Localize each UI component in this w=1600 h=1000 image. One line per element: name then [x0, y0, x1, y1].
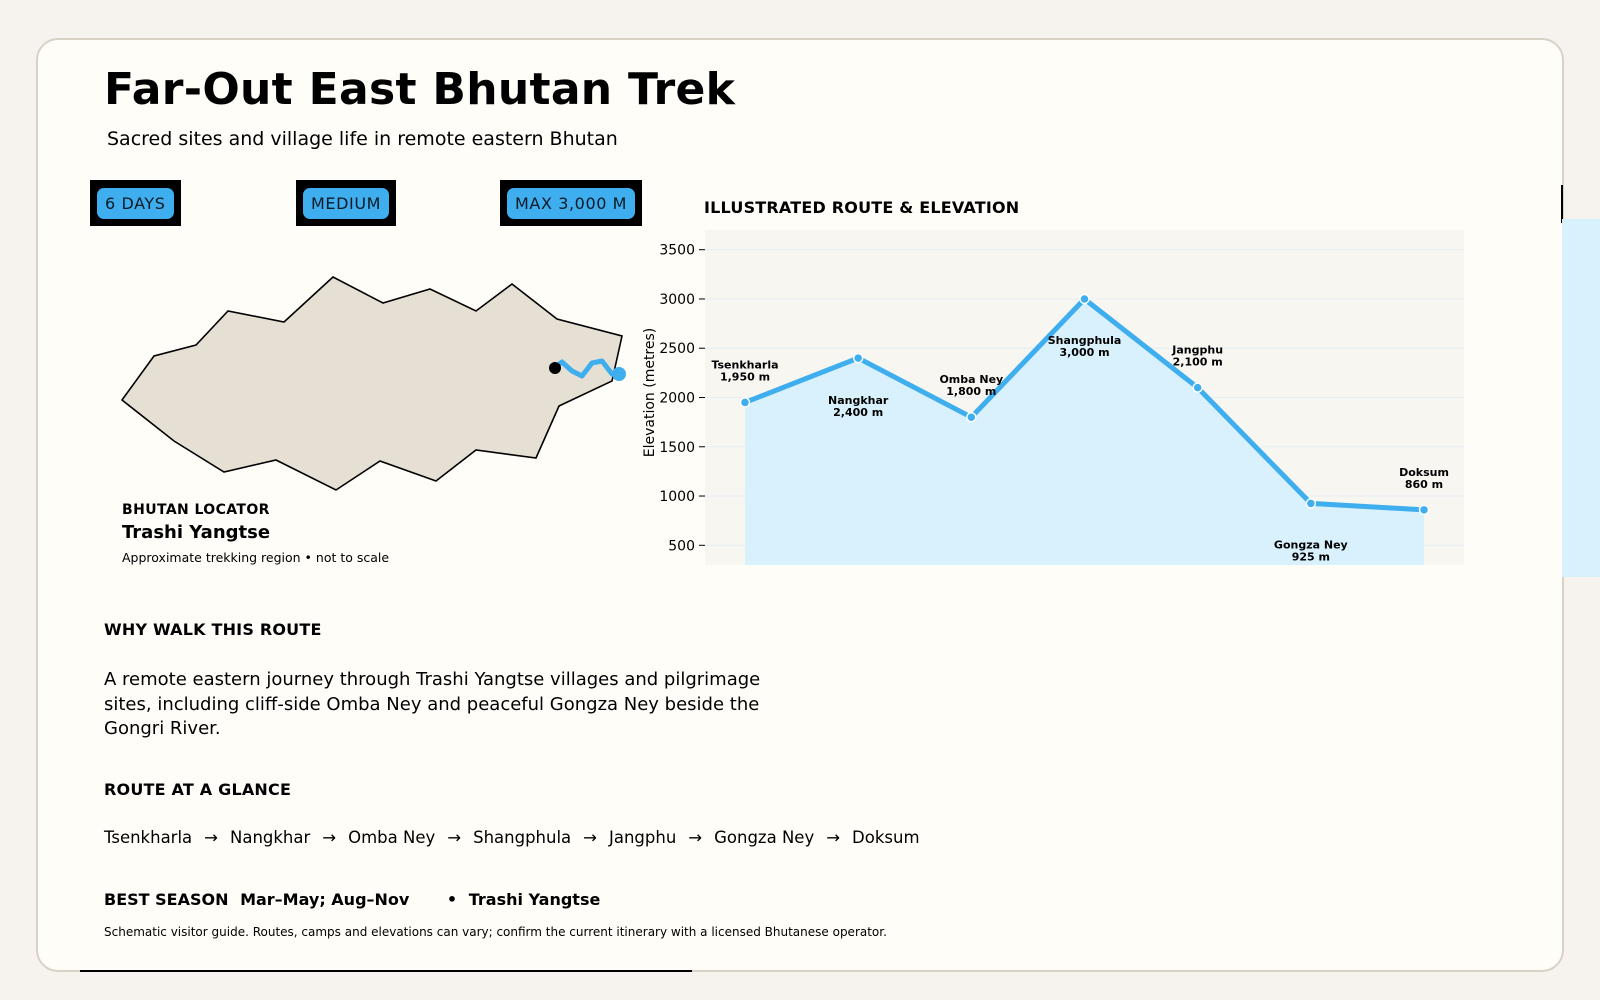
- data-point: [966, 411, 977, 423]
- stop-elevation-label: 1,800 m: [946, 385, 996, 398]
- side-tick: [1561, 185, 1563, 223]
- stop-elevation-label: 925 m: [1292, 550, 1330, 563]
- route-stop: Tsenkharla: [104, 828, 193, 847]
- why-heading: WHY WALK THIS ROUTE: [104, 620, 322, 639]
- route-stop: Nangkhar: [229, 828, 311, 847]
- stop-elevation-label: 1,950 m: [720, 370, 770, 383]
- route-stop: Omba Ney: [348, 828, 436, 847]
- route-trace: [551, 358, 615, 379]
- stop-elevation-label: 2,400 m: [833, 406, 883, 419]
- stop-name-label: Nangkhar: [828, 394, 889, 407]
- route-stop: Doksum: [852, 828, 920, 847]
- max-altitude-badge: MAX 3,000 M: [507, 187, 636, 219]
- chart-heading: ILLUSTRATED ROUTE & ELEVATION: [704, 198, 1020, 217]
- stop-name-label: Omba Ney: [939, 373, 1003, 386]
- route-stop: Jangphu: [608, 828, 677, 847]
- route-arrow: →: [826, 828, 841, 847]
- route-stop: Shangphula: [473, 828, 572, 847]
- y-tick-label: 2000: [659, 391, 695, 407]
- route-arrow: →: [688, 828, 703, 847]
- data-point: [1192, 382, 1203, 393]
- route-at-a-glance: Tsenkharla → Nangkhar → Omba Ney → Shangphula →…: [104, 828, 920, 847]
- season-region: Trashi Yangtse: [468, 890, 601, 909]
- disclaimer: Schematic visitor guide. Routes, camps a…: [104, 925, 887, 939]
- route-arrow: →: [322, 828, 337, 847]
- route-start-marker: [549, 362, 561, 374]
- y-tick-label: 500: [668, 538, 695, 554]
- page-subtitle: Sacred sites and village life in remote …: [107, 128, 618, 150]
- stop-name-label: Doksum: [1399, 466, 1449, 479]
- bhutan-outline: [120, 276, 623, 491]
- route-stop: Gongza Ney: [714, 828, 815, 847]
- stop-name-label: Gongza Ney: [1274, 538, 1348, 551]
- locator-label: BHUTAN LOCATOR: [122, 502, 270, 518]
- route-end-marker: [612, 367, 626, 381]
- data-point: [1418, 504, 1430, 516]
- y-tick-label: 1500: [659, 440, 695, 456]
- data-point: [739, 397, 751, 408]
- stop-name-label: Shangphula: [1048, 334, 1122, 347]
- max-altitude-badge-frame: MAX 3,000 M: [500, 180, 643, 226]
- elevation-area: [745, 298, 1424, 565]
- days-badge: 6 DAYS: [97, 187, 174, 219]
- data-point: [1305, 498, 1317, 509]
- bottom-rule: [80, 970, 692, 972]
- elevation-chart: 500 1000 1500 2000 2500 3000 3500 Elevation (me…: [642, 230, 1464, 565]
- y-tick-label: 3000: [659, 292, 695, 308]
- locator-region: Trashi Yangtse: [122, 522, 271, 543]
- y-tick-label: 3500: [659, 243, 695, 259]
- stop-elevation-label: 860 m: [1405, 478, 1443, 491]
- stop-elevation-label: 3,000 m: [1059, 346, 1109, 359]
- season-line: BEST SEASON Mar–May; Aug–Nov • Trashi Ya…: [104, 890, 606, 909]
- y-tick-label: 2500: [659, 341, 695, 357]
- data-point: [852, 352, 864, 364]
- route-arrow: →: [204, 828, 218, 847]
- y-tick-label: 1000: [659, 489, 695, 505]
- y-axis-label: Elevation (metres): [642, 328, 658, 458]
- difficulty-badge-frame: MEDIUM: [296, 180, 397, 226]
- stop-name-label: Tsenkharla: [711, 358, 778, 371]
- difficulty-badge: MEDIUM: [303, 187, 390, 219]
- stop-name-label: Jangphu: [1171, 344, 1223, 357]
- season-label: BEST SEASON: [104, 890, 229, 909]
- route-arrow: →: [583, 828, 597, 847]
- season-value: Mar–May; Aug–Nov: [240, 890, 410, 909]
- data-point: [1079, 293, 1090, 305]
- locator-note: Approximate trekking region • not to sca…: [122, 550, 390, 565]
- side-strip: [1562, 219, 1600, 577]
- days-badge-frame: 6 DAYS: [90, 180, 181, 226]
- stop-elevation-label: 2,100 m: [1173, 356, 1223, 369]
- route-arrow: →: [447, 828, 462, 847]
- route-heading: ROUTE AT A GLANCE: [104, 780, 292, 799]
- why-body: A remote eastern journey through Trashi …: [104, 669, 761, 739]
- page-title: Far-Out East Bhutan Trek: [104, 64, 736, 115]
- season-separator: •: [446, 890, 458, 909]
- bhutan-locator-map: [120, 276, 626, 491]
